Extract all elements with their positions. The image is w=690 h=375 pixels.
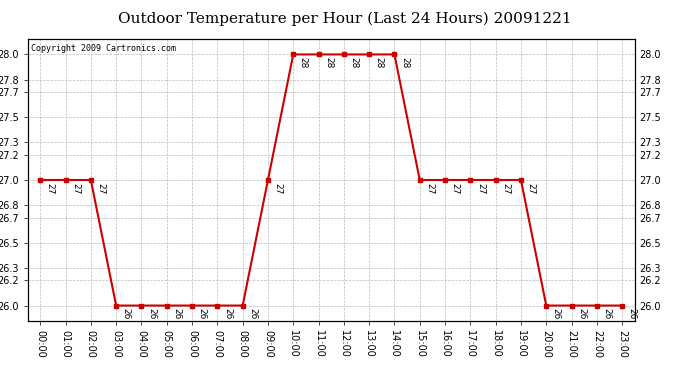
- Text: Outdoor Temperature per Hour (Last 24 Hours) 20091221: Outdoor Temperature per Hour (Last 24 Ho…: [118, 11, 572, 26]
- Text: 27: 27: [97, 183, 106, 194]
- Text: 26: 26: [172, 308, 181, 320]
- Text: 26: 26: [628, 308, 637, 320]
- Text: 27: 27: [425, 183, 434, 194]
- Text: 26: 26: [121, 308, 130, 320]
- Text: 28: 28: [400, 57, 409, 69]
- Text: Copyright 2009 Cartronics.com: Copyright 2009 Cartronics.com: [30, 44, 176, 52]
- Text: 27: 27: [501, 183, 510, 194]
- Text: 28: 28: [324, 57, 333, 69]
- Text: 27: 27: [476, 183, 485, 194]
- Text: 27: 27: [526, 183, 535, 194]
- Text: 28: 28: [299, 57, 308, 69]
- Text: 26: 26: [248, 308, 257, 320]
- Text: 27: 27: [451, 183, 460, 194]
- Text: 27: 27: [46, 183, 55, 194]
- Text: 26: 26: [577, 308, 586, 320]
- Text: 28: 28: [375, 57, 384, 69]
- Text: 28: 28: [349, 57, 358, 69]
- Text: 26: 26: [602, 308, 611, 320]
- Text: 26: 26: [552, 308, 561, 320]
- Text: 27: 27: [273, 183, 282, 194]
- Text: 27: 27: [71, 183, 80, 194]
- Text: 26: 26: [147, 308, 156, 320]
- Text: 26: 26: [197, 308, 206, 320]
- Text: 26: 26: [223, 308, 232, 320]
